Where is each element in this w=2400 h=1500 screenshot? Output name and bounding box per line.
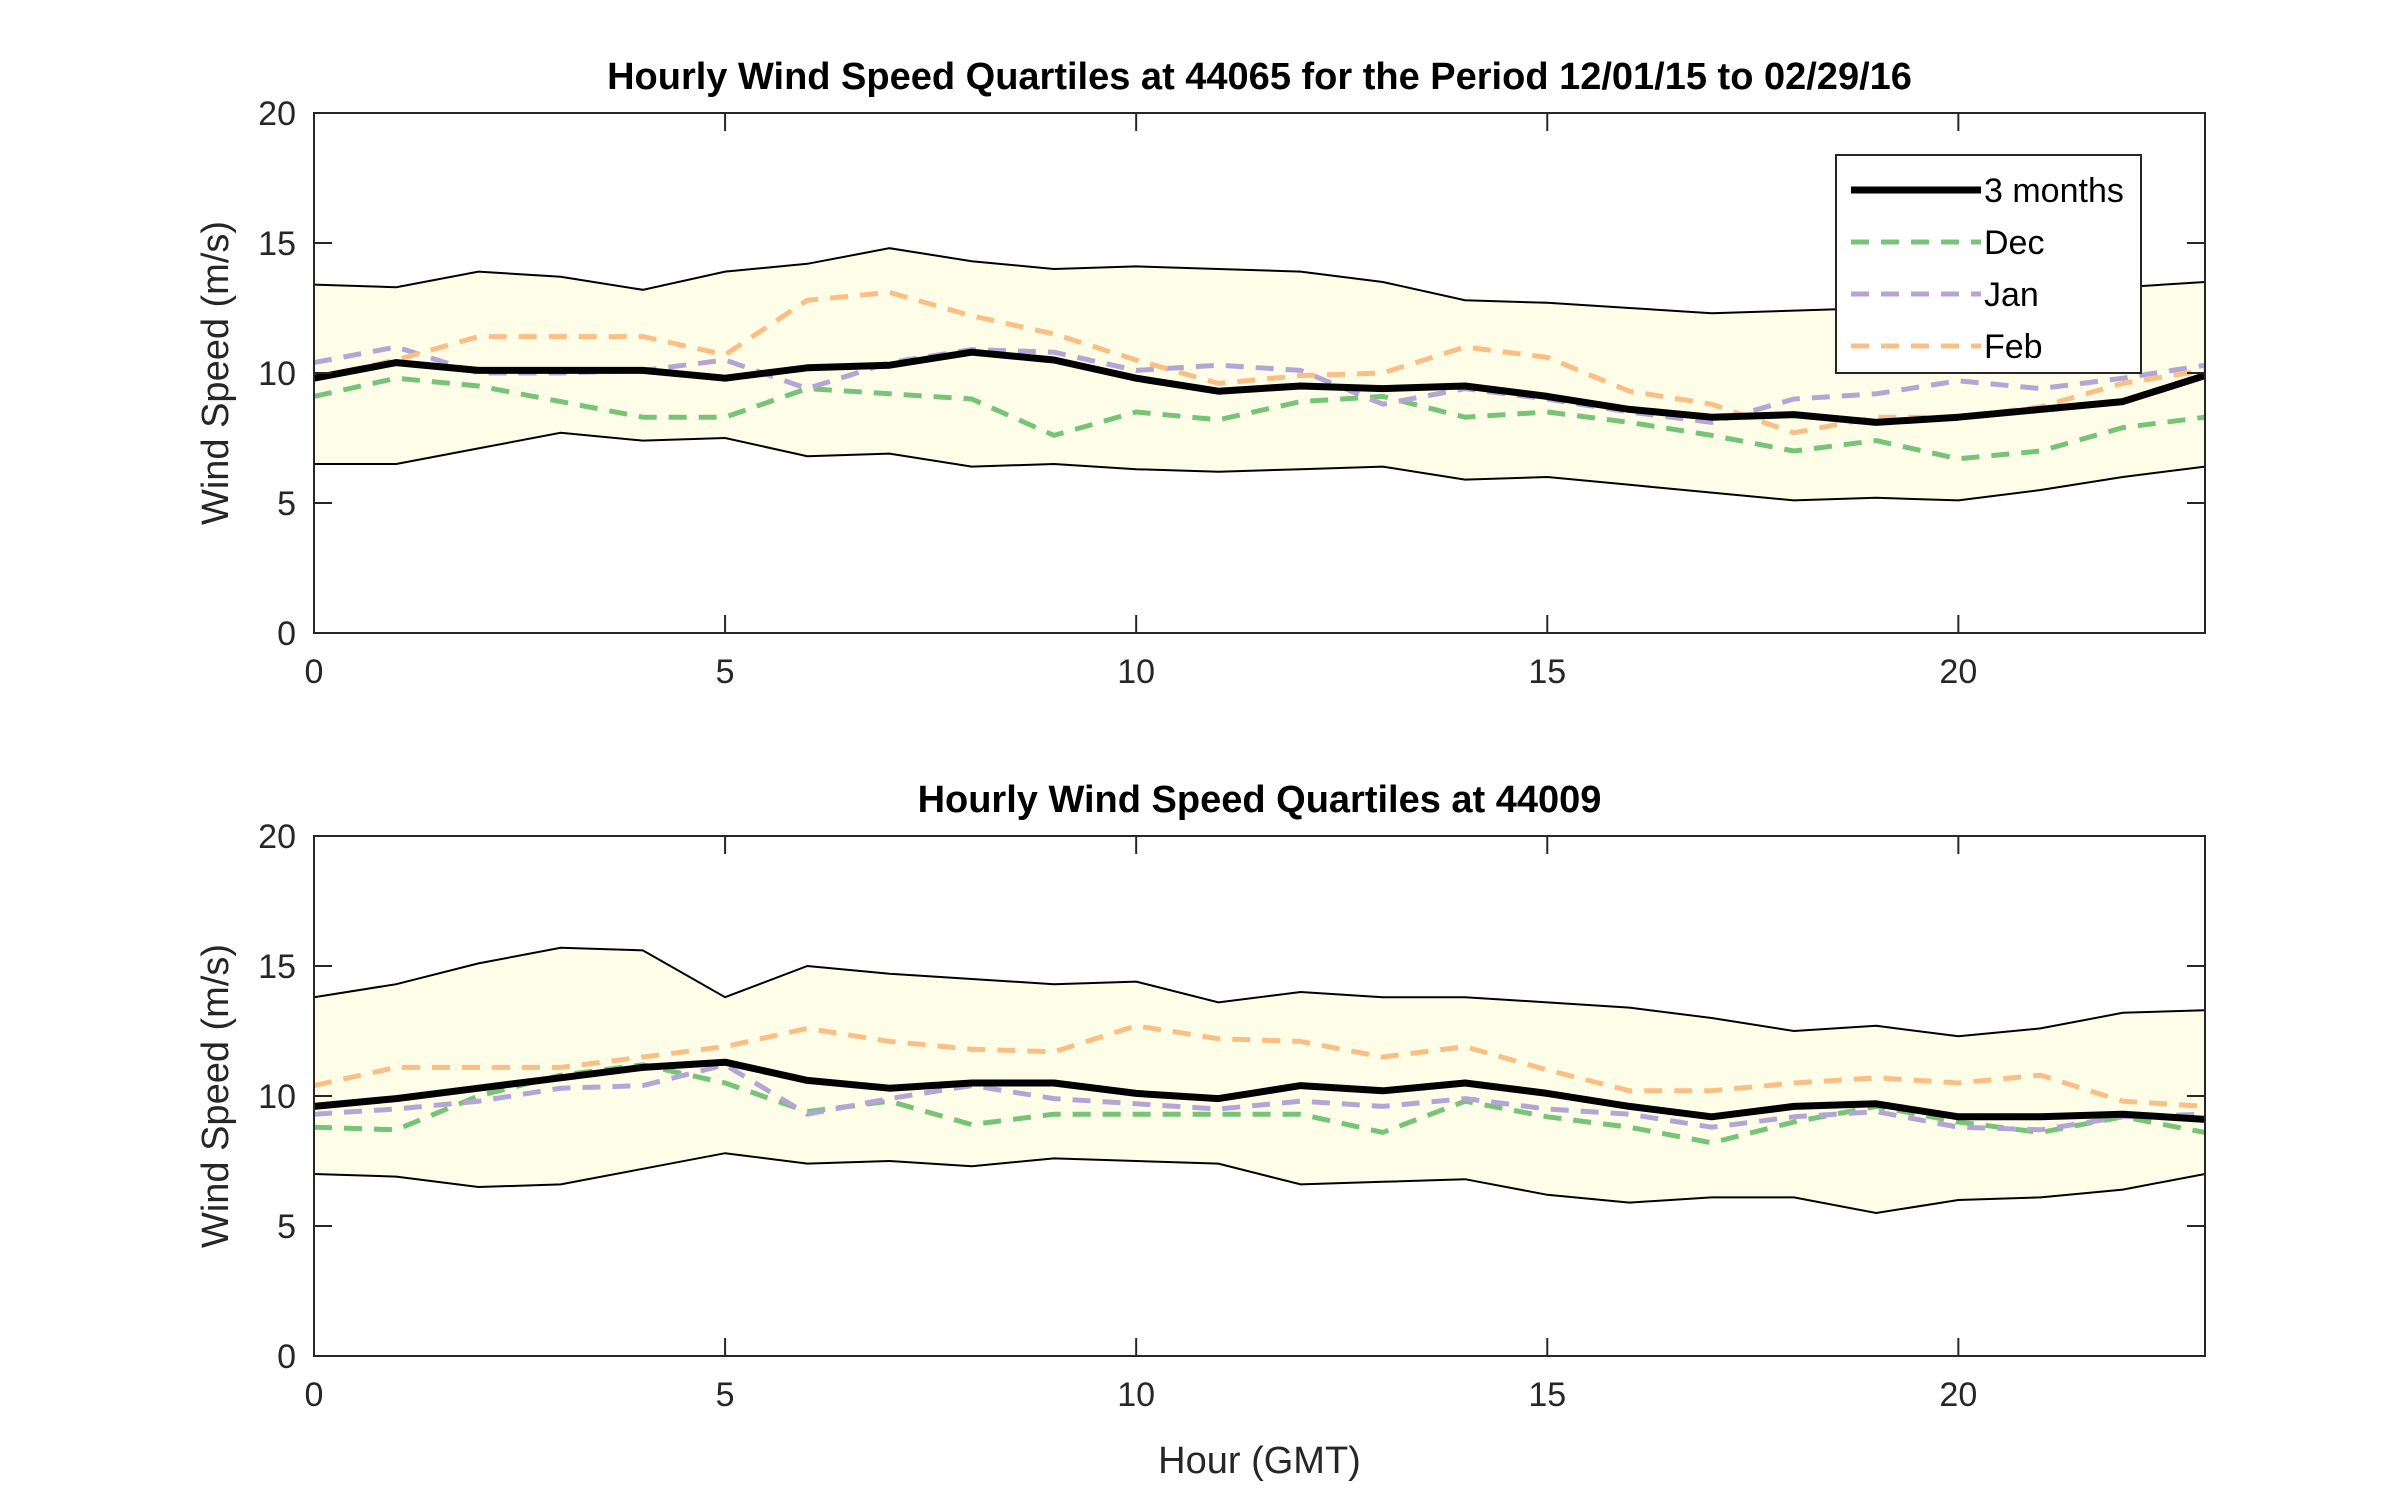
x-tick-label: 0 [305, 1376, 324, 1414]
quartile-band [314, 947, 2205, 1213]
series-line-jan [313, 1062, 2206, 1133]
x-tick-label: 10 [1117, 1376, 1155, 1414]
x-tick-label: 5 [716, 653, 735, 691]
lower-quartile-line [314, 431, 2206, 502]
chart-title: Hourly Wind Speed Quartiles at 44009 [918, 779, 1602, 821]
series-line-3-months [313, 1058, 2206, 1123]
y-tick-label: 5 [277, 485, 296, 523]
legend-label-3-months: 3 months [1984, 172, 2124, 210]
y-tick-label: 0 [277, 1338, 296, 1376]
y-tick-label: 20 [258, 95, 296, 133]
top-chart-panel: 0 5 10 15 20 0 5 10 15 20 Hourly Wind Speed Quarti… [195, 56, 2207, 691]
y-tick-label: 10 [258, 1078, 296, 1116]
chart-title: Hourly Wind Speed Quartiles at 44065 for… [607, 56, 1912, 98]
y-axis-label: Wind Speed (m/s) [195, 221, 237, 525]
series-line-dec [313, 1062, 2206, 1146]
bottom-chart-panel: 0 5 10 15 20 0 5 10 15 20 Hourly Wind Speed Quarti… [195, 779, 2206, 1482]
y-tick-label: 20 [258, 818, 296, 856]
lower-quartile-line [313, 1152, 2206, 1215]
x-tick-label: 10 [1117, 653, 1155, 691]
y-tick-label: 5 [277, 1208, 296, 1246]
series-line-feb [313, 1023, 2206, 1109]
y-tick-label: 15 [258, 948, 296, 986]
legend-label-feb: Feb [1984, 328, 2043, 366]
x-tick-label: 20 [1939, 653, 1977, 691]
series-line-3-months [313, 348, 2207, 426]
x-axis-label: Hour (GMT) [1158, 1440, 1361, 1482]
y-tick-label: 15 [258, 225, 296, 263]
x-tick-label: 0 [305, 653, 324, 691]
x-tick-label: 15 [1528, 653, 1566, 691]
x-tick-label: 15 [1528, 1376, 1566, 1414]
y-tick-label: 10 [258, 355, 296, 393]
x-tick-label: 20 [1939, 1376, 1977, 1414]
series-line-dec [313, 375, 2206, 462]
series-line-jan [313, 344, 2206, 425]
legend-label-dec: Dec [1984, 224, 2044, 262]
upper-quartile-line [313, 946, 2206, 1038]
x-tick-label: 5 [716, 1376, 735, 1414]
y-tick-label: 0 [277, 615, 296, 653]
legend-label-jan: Jan [1984, 276, 2039, 314]
series-line-feb [313, 289, 2206, 436]
legend: 3 months Dec Jan Feb [1835, 154, 2142, 374]
y-axis-label: Wind Speed (m/s) [195, 944, 237, 1248]
